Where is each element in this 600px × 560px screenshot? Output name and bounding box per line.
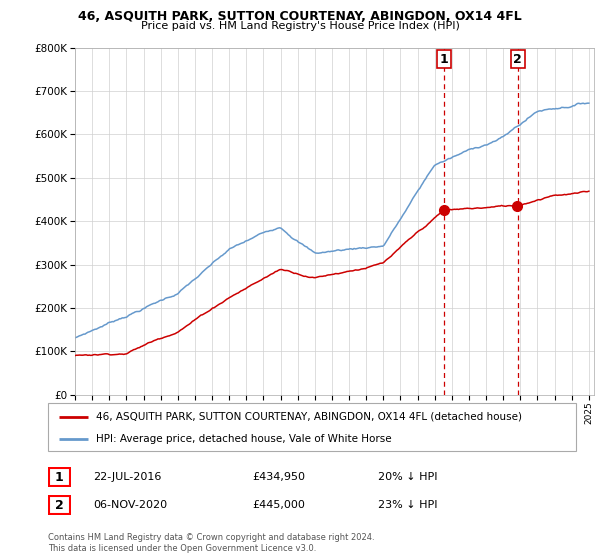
Text: 2: 2: [55, 498, 64, 512]
Text: Contains HM Land Registry data © Crown copyright and database right 2024.
This d: Contains HM Land Registry data © Crown c…: [48, 533, 374, 553]
Text: 1: 1: [55, 470, 64, 484]
Text: 46, ASQUITH PARK, SUTTON COURTENAY, ABINGDON, OX14 4FL (detached house): 46, ASQUITH PARK, SUTTON COURTENAY, ABIN…: [95, 412, 521, 422]
Text: 23% ↓ HPI: 23% ↓ HPI: [378, 500, 437, 510]
Text: 06-NOV-2020: 06-NOV-2020: [93, 500, 167, 510]
Text: 2: 2: [514, 53, 522, 66]
FancyBboxPatch shape: [49, 496, 70, 514]
FancyBboxPatch shape: [49, 468, 70, 486]
Text: £445,000: £445,000: [252, 500, 305, 510]
Text: Price paid vs. HM Land Registry's House Price Index (HPI): Price paid vs. HM Land Registry's House …: [140, 21, 460, 31]
FancyBboxPatch shape: [48, 403, 576, 451]
Text: 22-JUL-2016: 22-JUL-2016: [93, 472, 161, 482]
Text: £434,950: £434,950: [252, 472, 305, 482]
Text: 1: 1: [440, 53, 448, 66]
Text: 20% ↓ HPI: 20% ↓ HPI: [378, 472, 437, 482]
Text: 46, ASQUITH PARK, SUTTON COURTENAY, ABINGDON, OX14 4FL: 46, ASQUITH PARK, SUTTON COURTENAY, ABIN…: [78, 10, 522, 22]
Text: HPI: Average price, detached house, Vale of White Horse: HPI: Average price, detached house, Vale…: [95, 434, 391, 444]
